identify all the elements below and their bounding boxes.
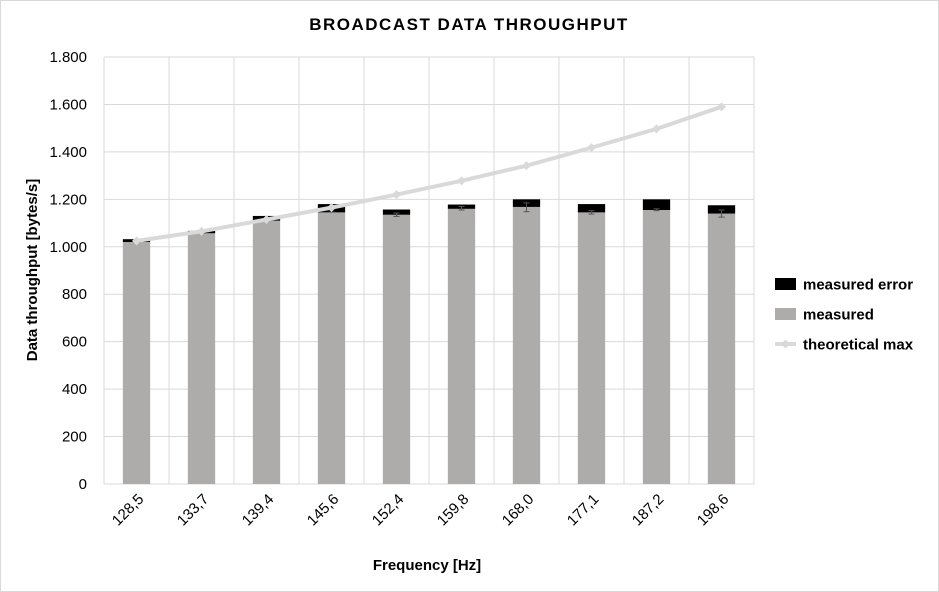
bar-measured <box>577 212 606 484</box>
legend-item: measured <box>775 307 874 324</box>
y-tick-label: 200 <box>62 429 87 446</box>
theoretical-max-line <box>136 104 723 243</box>
y-tick-label: 1.400 <box>49 144 87 161</box>
bar-measured <box>512 206 541 484</box>
x-tick-label: 152,4 <box>369 491 408 530</box>
theoretical-max-point <box>132 236 141 246</box>
y-tick-label: 1.800 <box>49 49 87 66</box>
x-tick-label: 159,8 <box>434 491 473 530</box>
bar-measured <box>382 214 411 484</box>
y-tick-label: 1.200 <box>49 191 87 208</box>
theoretical-max-point <box>717 102 726 112</box>
y-tick-label: 800 <box>62 286 87 303</box>
theoretical-max-point <box>522 161 531 171</box>
x-tick-label: 177,1 <box>564 491 603 530</box>
bar-measured <box>317 212 346 484</box>
bar-measured-error <box>382 209 411 215</box>
bar-measured <box>122 242 151 484</box>
y-tick-label: 400 <box>62 381 87 398</box>
error-bar <box>588 210 595 215</box>
y-axis-label: Data throughput [bytes/s] <box>24 179 41 362</box>
bar-measured <box>252 220 281 484</box>
bar-measured <box>187 233 216 484</box>
bar-measured <box>642 210 671 484</box>
y-axis-ticks: 0 200 400 600 800 1.000 1.200 1.400 1.600 1.800 <box>49 49 87 493</box>
bar-measured-error <box>577 204 606 213</box>
theoretical-max-point <box>262 214 271 224</box>
x-tick-label: 145,6 <box>304 491 343 530</box>
legend-item: measured error <box>775 277 913 294</box>
chart-title: BROADCAST DATA THROUGHPUT <box>309 15 629 34</box>
theoretical-max-point <box>587 143 596 153</box>
theoretical-max-point <box>652 124 661 134</box>
legend-label: measured <box>803 307 874 324</box>
theoretical-line <box>132 102 726 246</box>
theoretical-max-point <box>392 190 401 200</box>
bars <box>122 199 736 485</box>
legend-marker <box>781 339 790 349</box>
x-tick-label: 198,6 <box>694 491 733 530</box>
y-tick-label: 1.000 <box>49 239 87 256</box>
x-axis-label: Frequency [Hz] <box>373 557 481 574</box>
legend: measured error measured theoretical max <box>775 277 914 354</box>
bar-measured-error <box>642 199 671 211</box>
legend-item: theoretical max <box>775 337 914 354</box>
legend-label: theoretical max <box>803 337 914 354</box>
bar-measured-error <box>707 205 736 214</box>
x-tick-label: 187,2 <box>629 491 668 530</box>
error-bar <box>718 209 725 218</box>
legend-swatch <box>775 308 796 320</box>
x-axis-ticks: 128,5 133,7 139,4 145,6 152,4 159,8 168,0 177,1… <box>109 491 733 530</box>
y-tick-label: 0 <box>79 476 87 493</box>
legend-label: measured error <box>803 277 913 294</box>
x-tick-label: 133,7 <box>174 491 213 530</box>
x-tick-label: 139,4 <box>239 491 278 530</box>
y-tick-label: 600 <box>62 334 87 351</box>
x-tick-label: 168,0 <box>499 491 538 530</box>
theoretical-max-point <box>457 176 466 186</box>
error-bar <box>653 208 660 212</box>
error-bar <box>458 205 465 211</box>
y-tick-label: 1.600 <box>49 96 87 113</box>
bar-measured <box>707 213 736 485</box>
x-tick-label: 128,5 <box>109 491 148 530</box>
error-bar <box>393 212 400 217</box>
bar-measured <box>447 208 476 485</box>
error-bar <box>523 202 530 213</box>
theoretical-max-point <box>197 226 206 236</box>
legend-swatch <box>775 278 796 290</box>
theoretical-max-point <box>327 203 336 213</box>
